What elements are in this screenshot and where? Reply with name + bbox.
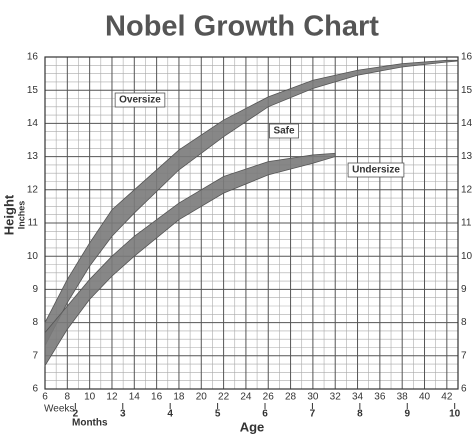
- annotation: Oversize: [114, 92, 166, 108]
- y-tick-label: 13: [27, 151, 39, 162]
- x2-tick-label: 7: [310, 409, 316, 420]
- annotation-text: Undersize: [352, 165, 400, 176]
- y-tick-label: 12: [27, 184, 39, 195]
- x-tick-label: 16: [151, 392, 163, 403]
- x2-axis-unit: Months: [72, 418, 108, 429]
- x-tick-label: 18: [173, 392, 185, 403]
- plot-frame: [44, 56, 459, 390]
- x-tick-label: 30: [307, 392, 319, 403]
- annotation-text: Safe: [273, 126, 295, 137]
- x2-tick-label: 4: [167, 409, 173, 420]
- x-tick-label: 34: [352, 392, 364, 403]
- x2-tick-label: 3: [120, 409, 126, 420]
- annotation: Undersize: [347, 162, 405, 178]
- x-tick-label: 40: [419, 392, 431, 403]
- x-axis-label: Age: [240, 419, 265, 434]
- growth-band: [44, 152, 336, 368]
- x-tick-label: 8: [65, 392, 71, 403]
- annotation-text: Oversize: [119, 95, 161, 106]
- y-axis-unit: Inches: [16, 201, 26, 230]
- x-tick-label: 26: [263, 392, 275, 403]
- growth-band: [44, 59, 459, 347]
- y-tick-label-right: 16: [461, 52, 473, 63]
- y-tick-label-right: 11: [461, 218, 472, 229]
- y-tick-label: 7: [32, 350, 38, 361]
- x-tick-label: 22: [218, 392, 230, 403]
- y-tick-label-right: 13: [461, 151, 473, 162]
- y-axis-label: Height: [1, 194, 16, 235]
- y-tick-label: 8: [32, 317, 38, 328]
- y-tick-label-right: 15: [461, 85, 473, 96]
- y-tick-label: 11: [28, 218, 39, 229]
- x-tick-label: 14: [129, 392, 141, 403]
- x2-tick-label: 9: [404, 409, 410, 420]
- x-tick-label: 20: [196, 392, 208, 403]
- y-tick-label-right: 10: [461, 251, 473, 262]
- x-tick-label: 28: [285, 392, 297, 403]
- y-tick-label-right: 9: [461, 284, 467, 295]
- y-tick-label-right: 6: [461, 384, 467, 395]
- y-tick-label-right: 12: [461, 184, 473, 195]
- y-tick-label: 15: [27, 85, 39, 96]
- annotation-box: [114, 92, 166, 108]
- x2-tick-label: 6: [262, 409, 268, 420]
- x-axis-unit: Weeks: [44, 404, 74, 415]
- y-tick-label: 6: [32, 384, 38, 395]
- y-tick-label-right: 8: [461, 317, 467, 328]
- chart-title: Nobel Growth Chart: [105, 11, 379, 43]
- x-tick-label: 10: [84, 392, 96, 403]
- x-tick-label: 12: [106, 392, 118, 403]
- y-tick-label-right: 14: [461, 118, 473, 129]
- annotation-box: [347, 162, 405, 178]
- annotation: Safe: [269, 123, 299, 139]
- x-tick-label: 6: [42, 392, 48, 403]
- x2-tick-label: 2: [73, 409, 79, 420]
- x-tick-label: 36: [374, 392, 386, 403]
- y-tick-label-right: 7: [461, 350, 467, 361]
- x-tick-label: 38: [397, 392, 409, 403]
- y-tick-label: 16: [27, 52, 39, 63]
- annotation-box: [269, 123, 299, 139]
- y-tick-label: 10: [27, 251, 39, 262]
- y-tick-label: 9: [32, 284, 38, 295]
- x2-tick-label: 5: [215, 409, 221, 420]
- x-tick-label: 24: [240, 392, 252, 403]
- x-tick-label: 42: [441, 392, 453, 403]
- x-tick-label: 32: [330, 392, 342, 403]
- y-tick-label: 14: [27, 118, 39, 129]
- x2-tick-label: 10: [449, 409, 461, 420]
- x2-tick-label: 8: [357, 409, 363, 420]
